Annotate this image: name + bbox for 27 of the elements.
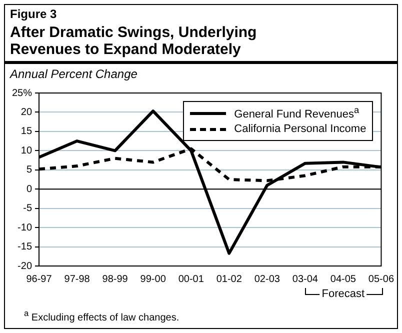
text: $^{a}$ Excluding effects of law changes. (24, 308, 180, 324)
y-tick-label: 0 (26, 184, 32, 195)
x-tick-label: 96-97 (26, 274, 52, 285)
x-tick-label: 04-05 (330, 274, 356, 285)
legend-label: California Personal Income (234, 123, 366, 135)
y-tick-label: 20 (20, 106, 32, 118)
y-tick-label: -5 (23, 203, 32, 214)
y-tick-label: 25% (12, 88, 32, 99)
y-tick-label: 15 (20, 126, 32, 138)
y-tick-label: -10 (18, 222, 32, 234)
x-tick-label: 02-03 (254, 274, 280, 285)
x-tick-label: 03-04 (292, 274, 318, 285)
x-tick-label: 98-99 (102, 274, 128, 285)
x-tick-label: 97-98 (64, 274, 90, 285)
y-tick-label: 5 (26, 164, 32, 176)
x-tick-label: 05-06 (368, 274, 394, 285)
x-tick-label: 00-01 (178, 274, 204, 285)
y-axis-title: Annual Percent Change (10, 67, 138, 81)
text: Forecast (320, 288, 367, 300)
chart-title: After Dramatic Swings, Underlying Revenues to Expand Moderately (10, 24, 258, 58)
x-tick-label: 99-00 (140, 274, 166, 285)
legend-label: General Fund Revenues$^{a}$ (234, 105, 360, 121)
y-tick-label: -15 (18, 242, 32, 253)
chart-subtitle: Figure 3 (10, 7, 57, 21)
y-tick-label: 10 (20, 145, 32, 156)
x-tick-label: 01-02 (216, 274, 242, 285)
y-tick-label: -20 (18, 260, 32, 272)
